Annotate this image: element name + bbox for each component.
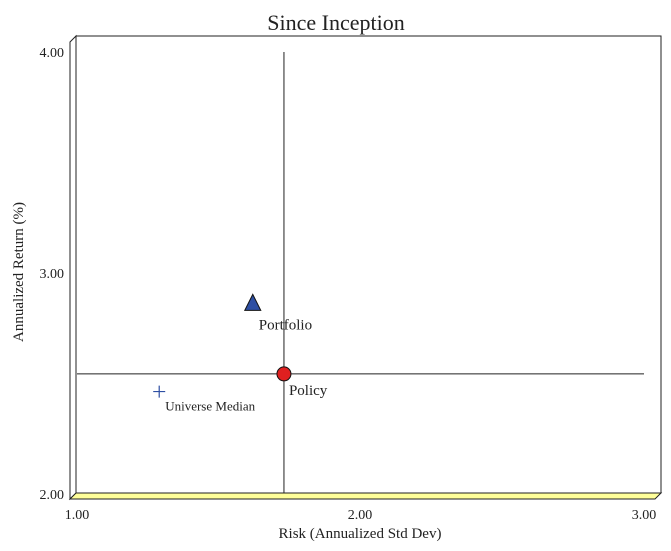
x-axis-title: Risk (Annualized Std Dev)	[279, 526, 442, 542]
policy-label: Policy	[289, 383, 328, 399]
plot-left-wall	[69, 34, 77, 501]
x-tick-label: 1.00	[65, 508, 90, 523]
y-axis-title: Annualized Return (%)	[11, 202, 27, 342]
portfolio-label: Portfolio	[259, 317, 312, 333]
universe-median-label: Universe Median	[165, 399, 255, 414]
universe-median-marker	[153, 385, 166, 398]
portfolio-marker	[243, 293, 262, 311]
y-tick-label: 2.00	[40, 488, 65, 503]
plot-floor	[68, 492, 663, 500]
chart-title: Since Inception	[267, 10, 404, 35]
x-tick-label: 3.00	[632, 508, 657, 523]
x-tick-label: 2.00	[348, 508, 373, 523]
y-tick-label: 4.00	[40, 46, 65, 61]
y-tick-label: 3.00	[40, 267, 65, 282]
policy-marker	[276, 366, 292, 382]
plot-area	[75, 35, 662, 494]
